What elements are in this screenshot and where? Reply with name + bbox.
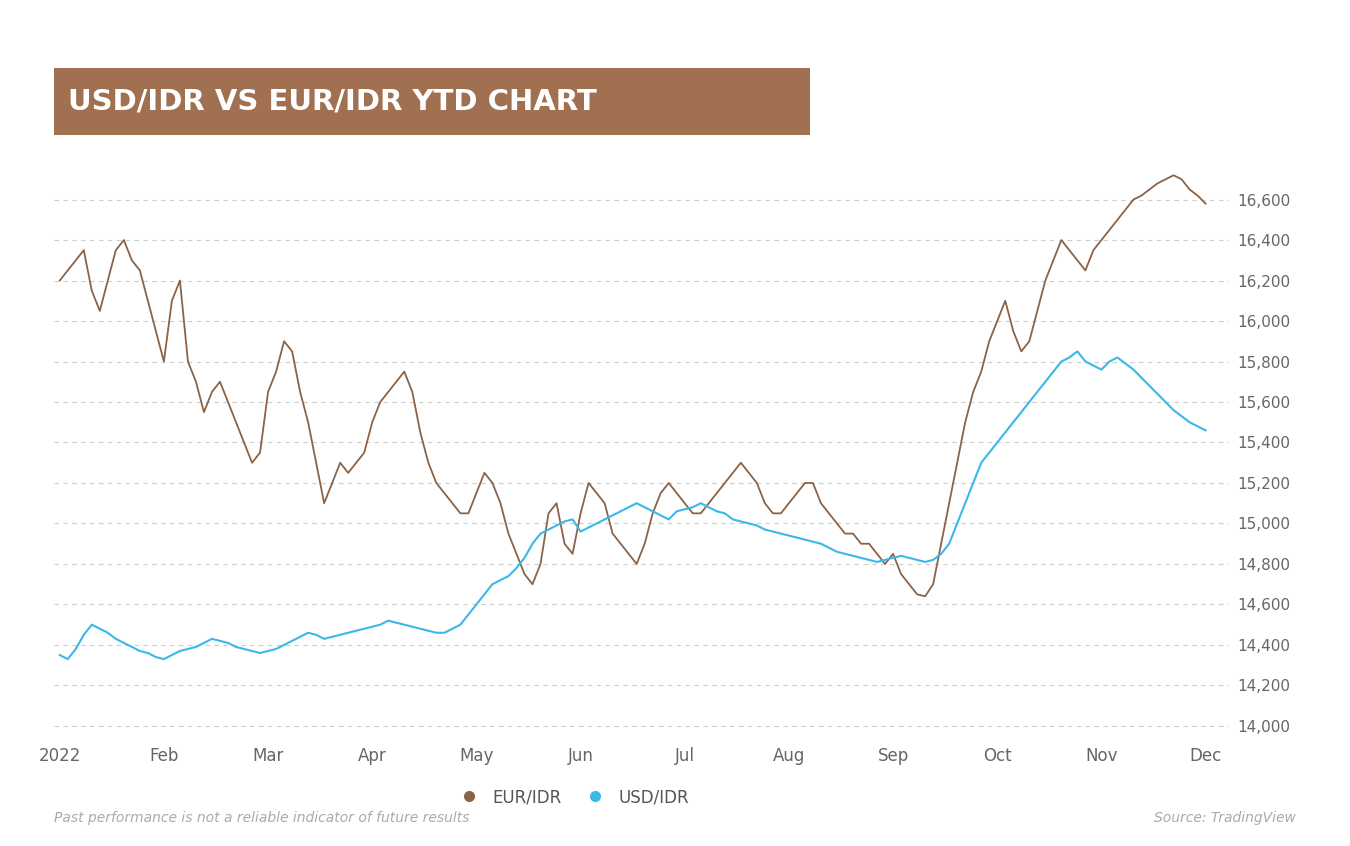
Text: Past performance is not a reliable indicator of future results: Past performance is not a reliable indic… [54, 810, 470, 825]
Legend: EUR/IDR, USD/IDR: EUR/IDR, USD/IDR [446, 782, 695, 813]
Text: USD/IDR VS EUR/IDR YTD CHART: USD/IDR VS EUR/IDR YTD CHART [68, 87, 597, 116]
Text: Source: TradingView: Source: TradingView [1154, 810, 1296, 825]
